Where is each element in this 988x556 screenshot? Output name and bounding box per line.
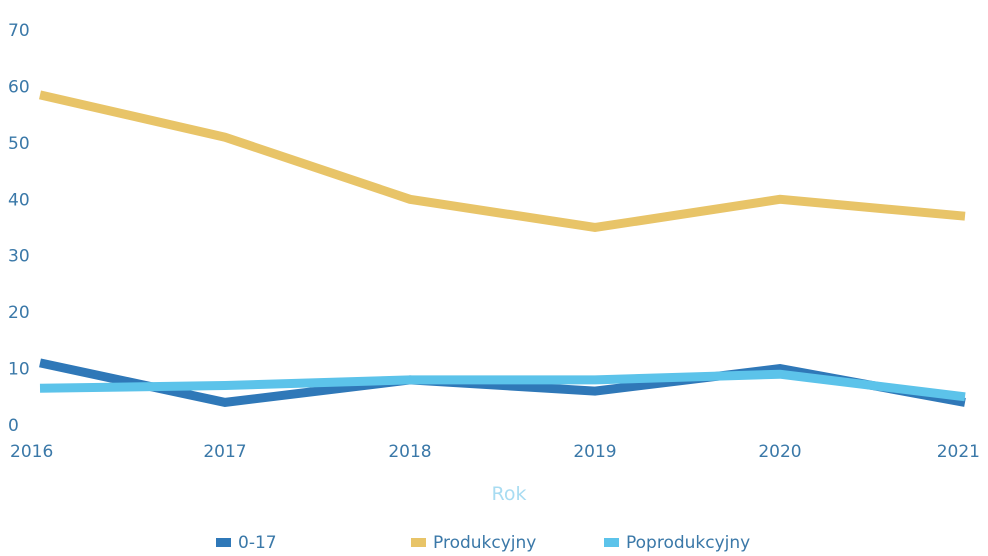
legend-swatch (216, 538, 231, 547)
legend-swatch (604, 538, 619, 547)
legend-label: Produkcyjny (433, 533, 536, 553)
series-line-poprodukcyjny (39, 369, 966, 402)
x-tick-label: 2019 (573, 442, 616, 462)
y-tick-label: 40 (8, 190, 30, 210)
legend-label: Poprodukcyjny (626, 533, 750, 553)
legend-swatch (411, 538, 426, 547)
y-axis-ticks: 0 10 20 30 40 50 60 70 (8, 21, 30, 436)
x-axis-title: Rok (492, 483, 527, 505)
x-tick-label: 2020 (758, 442, 801, 462)
y-tick-label: 10 (8, 360, 30, 380)
y-tick-label: 60 (8, 77, 30, 97)
x-tick-label: 2018 (388, 442, 431, 462)
series-lines (38, 90, 966, 407)
x-tick-label: 2021 (937, 442, 980, 462)
y-tick-label: 20 (8, 303, 30, 323)
x-tick-label: 2016 (10, 442, 53, 462)
legend-label: 0-17 (238, 533, 277, 553)
y-tick-label: 70 (8, 21, 30, 41)
y-tick-label: 0 (8, 416, 19, 436)
y-tick-label: 30 (8, 247, 30, 267)
legend: 0-17 Produkcyjny Poprodukcyjny (216, 533, 750, 553)
x-tick-label: 2017 (203, 442, 246, 462)
y-tick-label: 50 (8, 134, 30, 154)
x-axis-ticks: 2016 2017 2018 2019 2020 2021 (10, 442, 980, 462)
series-line-produkcyjny (38, 90, 966, 233)
